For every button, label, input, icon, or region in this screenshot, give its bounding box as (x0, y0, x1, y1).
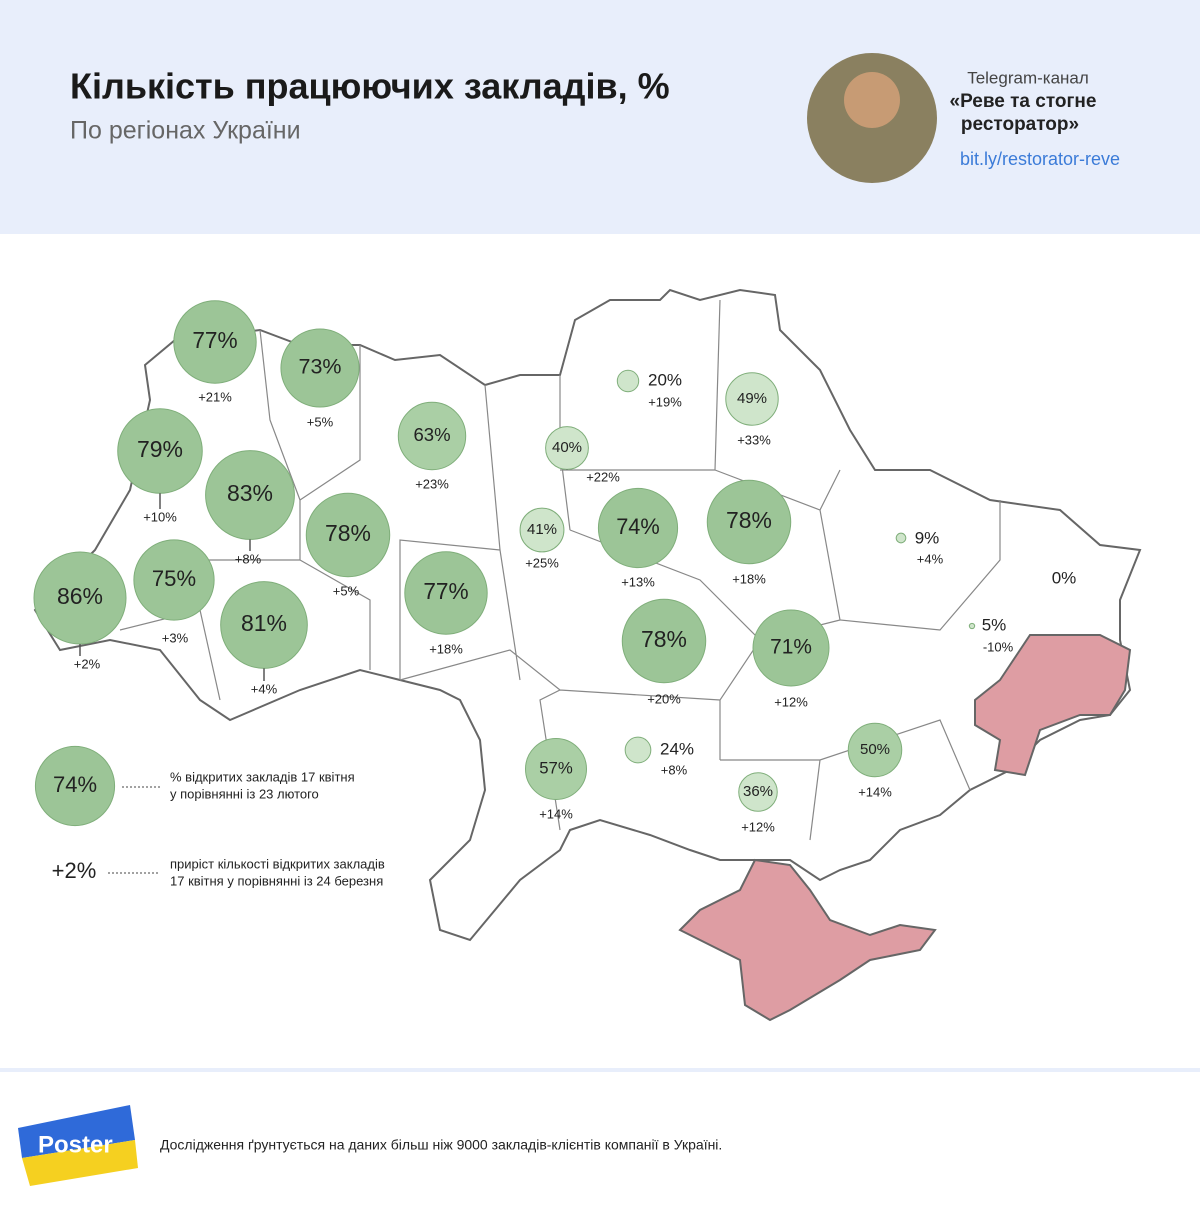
region-value-label: 24% (660, 739, 694, 758)
region-change-label: +4% (917, 551, 944, 566)
region-value-label: 63% (413, 424, 450, 445)
region-change-label: +18% (732, 571, 766, 586)
channel-label: Telegram-канал (967, 68, 1089, 87)
region-value-label: 5% (982, 615, 1007, 634)
region-change-label: -10% (983, 639, 1014, 654)
flag-blue (18, 1105, 135, 1158)
region-change-label: +25% (525, 555, 559, 570)
region-bubble (280, 328, 360, 408)
region-value-label: 86% (57, 583, 103, 609)
region-bubble (305, 492, 391, 578)
region-change-label: +23% (415, 476, 449, 491)
channel-name: ресторатор» (961, 114, 1079, 135)
logo: Poster (38, 1131, 113, 1158)
region-value-label: 83% (227, 480, 273, 506)
region-value-label: 20% (648, 370, 682, 389)
region-change-label: +3% (162, 630, 189, 645)
legend-change: +2% (52, 858, 97, 883)
region-bubble (738, 772, 778, 812)
region-value-label: 73% (299, 355, 342, 379)
legend-text: у порівнянні із 23 лютого (170, 786, 319, 801)
region-bubble (725, 372, 779, 426)
region-change-label: +2% (74, 656, 101, 671)
flag-yellow (22, 1140, 138, 1186)
region-bubble (397, 401, 467, 471)
channel-link[interactable]: bit.ly/restorator-reve (960, 149, 1120, 169)
legend-bubble-label: 74% (53, 772, 97, 797)
region-change-label: +14% (539, 806, 573, 821)
legend-text: приріст кількості відкритих закладів (170, 856, 385, 871)
region-bubble (597, 487, 679, 569)
title: Кількість працюючих закладів, % (70, 66, 670, 107)
ukraine-outline (33, 288, 1142, 942)
header-bg (0, 0, 1200, 234)
region-bubble (706, 479, 792, 565)
region-change-label: +8% (661, 762, 688, 777)
region-value-label: 81% (241, 610, 287, 636)
region-value-label: 77% (192, 327, 237, 353)
region-change-label: +4% (251, 681, 278, 696)
region-value-label: 75% (152, 566, 196, 591)
region-change-label: +12% (741, 819, 775, 834)
region-bubble (117, 408, 203, 494)
legend-bubble (34, 745, 116, 827)
region-value-label: 41% (527, 521, 557, 538)
region-bubble (621, 598, 707, 684)
region-value-label: 78% (726, 507, 772, 533)
region-bubble (220, 581, 308, 669)
region-change-label: +13% (621, 574, 655, 589)
region-change-label: +8% (235, 551, 262, 566)
region-bubble (847, 722, 903, 778)
region-value-label: 78% (641, 626, 687, 652)
occupied-donbas (974, 634, 1132, 777)
region-change-label: +5% (333, 583, 360, 598)
region-bubble (404, 551, 488, 635)
subtitle: По регіонах України (70, 117, 301, 145)
region-change-label: +19% (648, 394, 682, 409)
region-change-label: +12% (774, 694, 808, 709)
region-value-label: 57% (539, 758, 573, 777)
region-value-label: 0% (1052, 568, 1077, 587)
region-bubble (519, 507, 565, 553)
region-value-label: 40% (552, 439, 582, 456)
region-bubble (173, 300, 257, 384)
legend-text: 17 квітня у порівнянні із 24 березня (170, 873, 383, 888)
avatar-face (844, 72, 900, 128)
region-change-label: +14% (858, 784, 892, 799)
region-change-label: +22% (586, 469, 620, 484)
region-change-label: +21% (198, 389, 232, 404)
region-bubble (133, 539, 215, 621)
region-value-label: 49% (737, 390, 767, 407)
region-change-label: +33% (737, 432, 771, 447)
region-value-label: 78% (325, 520, 371, 546)
map (33, 288, 1142, 1022)
region-value-label: 71% (770, 636, 812, 659)
region-value-label: 50% (860, 741, 890, 758)
region-value-label: 36% (743, 783, 773, 800)
legend-text: % відкритих закладів 17 квітня (170, 769, 355, 784)
region-value-label: 77% (423, 578, 468, 604)
region-bubble (895, 532, 907, 544)
region-bubble (624, 736, 652, 764)
region-bubble (616, 369, 640, 393)
region-bubble (752, 609, 830, 687)
region-bubble (968, 622, 976, 630)
region-value-label: 74% (616, 514, 660, 539)
region-change-label: +5% (307, 414, 334, 429)
region-value-label: 9% (915, 528, 940, 547)
footnote: Дослідження ґрунтується на даних більш н… (160, 1137, 722, 1153)
region-change-label: +10% (143, 509, 177, 524)
region-value-label: 79% (137, 436, 183, 462)
footer-divider (0, 1068, 1200, 1072)
occupied-crimea (678, 858, 937, 1022)
region-change-label: +18% (429, 641, 463, 656)
region-change-label: +20% (647, 691, 681, 706)
region-bubble (525, 738, 587, 800)
channel-name: «Реве та стогне (950, 91, 1097, 112)
